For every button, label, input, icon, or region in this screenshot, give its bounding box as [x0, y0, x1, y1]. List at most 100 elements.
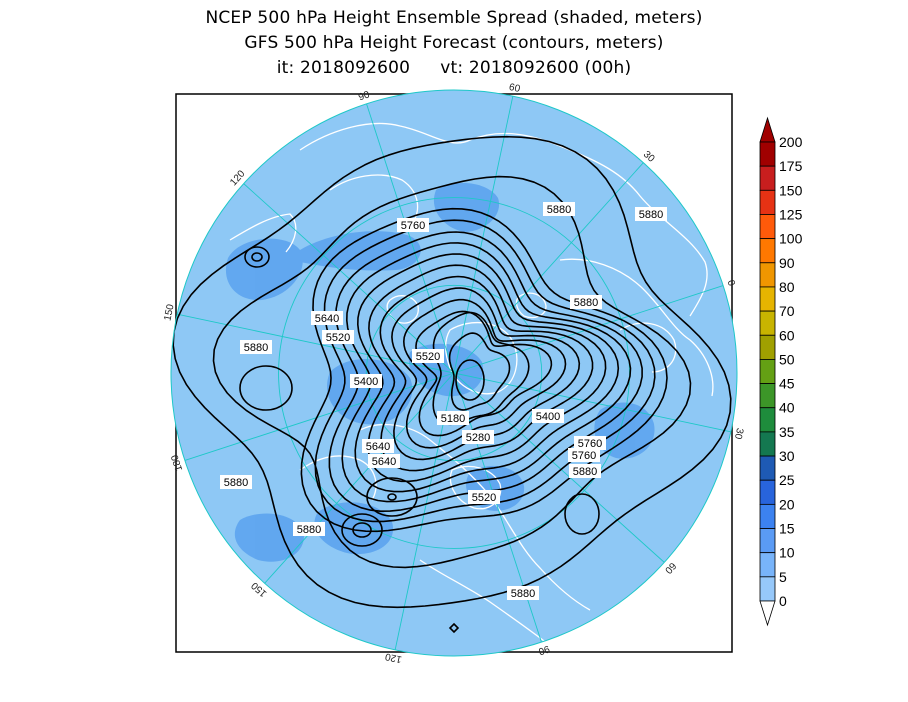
colorbar-swatch	[759, 528, 776, 554]
coastline-europe	[559, 258, 714, 397]
svg-text:5280: 5280	[466, 432, 490, 444]
longitude-label: 30	[732, 427, 745, 441]
svg-text:5640: 5640	[366, 441, 390, 453]
colorbar-swatch	[759, 431, 776, 457]
contour-label: 5880	[543, 202, 575, 216]
colorbar-swatch	[759, 214, 776, 240]
contour-label: 5640	[362, 439, 394, 453]
colorbar-label: 5	[779, 569, 787, 585]
title-line-1: NCEP 500 hPa Height Ensemble Spread (sha…	[205, 8, 703, 28]
meridian-line	[177, 313, 455, 374]
colorbar-label: 175	[779, 158, 803, 174]
meridian-line	[264, 372, 455, 584]
contour-label: 5760	[574, 436, 606, 450]
svg-text:5760: 5760	[401, 220, 425, 232]
colorbar-label: 20	[779, 496, 795, 512]
map-layers	[172, 96, 732, 650]
longitude-label: 120	[384, 650, 403, 664]
disc-outline	[170, 89, 738, 657]
colorbar-bottom-arrow	[759, 600, 776, 627]
meridian-line	[243, 183, 455, 374]
longitude-label: 60	[508, 82, 522, 95]
colorbar-top-arrow	[759, 116, 776, 143]
init-time-label: it: 2018092600	[276, 58, 411, 78]
meridian-line	[184, 372, 455, 461]
contour-label: 5880	[293, 522, 325, 536]
contour-label: 5280	[462, 430, 494, 444]
colorbar-label: 125	[779, 206, 803, 222]
title-line-2: GFS 500 hPa Height Forecast (contours, m…	[244, 33, 664, 53]
coastline-eurasia	[299, 122, 708, 317]
svg-text:5880: 5880	[574, 297, 598, 309]
colorbar: 2001751501251009080706050454035302520151…	[759, 116, 803, 627]
colorbar-label: 60	[779, 327, 795, 343]
svg-text:5400: 5400	[536, 411, 560, 423]
longitude-label: 90	[357, 89, 371, 103]
longitude-label: 150	[162, 303, 176, 322]
colorbar-swatch	[759, 359, 776, 384]
svg-text:5520: 5520	[472, 492, 496, 504]
contour-label: 5880	[220, 475, 252, 489]
colorbar-label: 30	[779, 448, 795, 464]
contour-label: 5880	[570, 295, 602, 309]
height-contour	[403, 298, 567, 449]
height-contour	[448, 332, 511, 411]
meridian-line	[453, 372, 665, 563]
height-contour	[172, 135, 732, 609]
contour-label: 5520	[412, 349, 444, 363]
meridian-line	[453, 372, 731, 433]
closed-high-west-2	[239, 365, 293, 411]
meridian-line	[453, 96, 514, 374]
valid-time-label: vt: 2018092600 (00h)	[440, 58, 632, 78]
colorbar-swatch	[759, 165, 776, 191]
colorbar-swatch	[759, 310, 776, 336]
longitude-label: 90	[536, 643, 550, 657]
svg-text:5880: 5880	[244, 342, 268, 354]
latitude-circle	[365, 284, 543, 462]
contour-label: 5400	[532, 409, 564, 423]
contour-label: 5760	[568, 448, 600, 462]
svg-text:5520: 5520	[326, 332, 350, 344]
colorbar-swatch	[759, 407, 776, 433]
colorbar-swatch	[759, 552, 776, 578]
closed-high-pacific-inner	[352, 522, 372, 538]
longitude-label: 180	[169, 453, 185, 473]
coastline-asia-east	[229, 213, 297, 253]
svg-text:5640: 5640	[315, 313, 339, 325]
spread-patch	[594, 402, 655, 459]
contour-label: 5180	[437, 411, 469, 425]
svg-text:5880: 5880	[511, 588, 535, 600]
colorbar-label: 50	[779, 351, 795, 367]
longitude-label: 0	[725, 279, 737, 288]
height-contour	[379, 275, 594, 472]
contour-label: 5640	[311, 311, 343, 325]
colorbar-swatch	[759, 383, 776, 409]
title-line-3: it: 2018092600 vt: 2018092600 (00h)	[0, 56, 908, 81]
colorbar-label: 35	[779, 424, 795, 440]
closed-high-west-inner	[251, 252, 263, 262]
svg-text:5880: 5880	[297, 524, 321, 536]
colorbar-label: 40	[779, 400, 795, 416]
colorbar-swatch	[759, 334, 776, 360]
closed-high-south	[366, 477, 418, 517]
colorbar-label: 70	[779, 303, 795, 319]
contour-label: 5760	[397, 218, 429, 232]
contour-label: 5520	[322, 330, 354, 344]
colorbar-swatch	[759, 141, 776, 167]
svg-text:5880: 5880	[547, 204, 571, 216]
colorbar-label: 10	[779, 545, 795, 561]
colorbar-label: 200	[779, 134, 803, 150]
colorbar-swatch	[759, 503, 776, 529]
contour-label: 5880	[507, 586, 539, 600]
colorbar-label: 150	[779, 182, 803, 198]
colorbar-swatch	[759, 238, 776, 264]
svg-text:5520: 5520	[416, 351, 440, 363]
closed-high-south-inner	[387, 493, 397, 501]
height-contour	[415, 310, 553, 437]
colorbar-swatch	[759, 262, 776, 288]
contour-label: 5880	[569, 464, 601, 478]
colorbar-label: 0	[779, 593, 787, 609]
coastline-central-america	[419, 559, 549, 645]
